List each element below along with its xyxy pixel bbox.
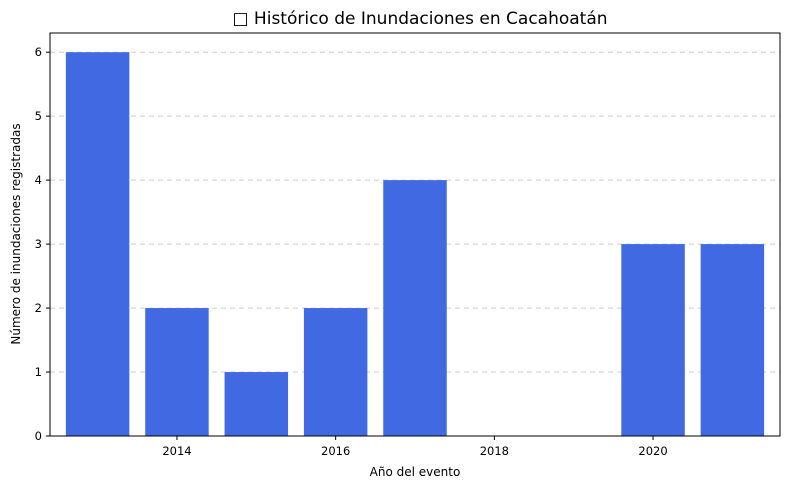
bar-2013 bbox=[65, 52, 130, 436]
bar-2017 bbox=[383, 180, 447, 436]
chart-title: □ Histórico de Inundaciones en Cacahoatá… bbox=[232, 9, 607, 29]
bar-2015 bbox=[224, 372, 289, 436]
y-tick-label: 2 bbox=[35, 301, 42, 315]
axis-ticks: 0 1 2 3 4 5 6 2014 2016 2018 2020 bbox=[35, 45, 668, 458]
bar-2014 bbox=[145, 308, 209, 436]
y-tick-label: 3 bbox=[35, 237, 42, 251]
y-tick-label: 5 bbox=[35, 109, 42, 123]
bar-2020 bbox=[621, 244, 685, 436]
x-tick-label: 2016 bbox=[321, 444, 350, 458]
y-tick-label: 6 bbox=[35, 45, 42, 59]
bar-2016 bbox=[303, 308, 368, 436]
plot-frame bbox=[49, 32, 781, 437]
y-tick-label: 4 bbox=[35, 173, 42, 187]
bars bbox=[65, 52, 765, 436]
x-tick-label: 2020 bbox=[638, 444, 667, 458]
y-tick-label: 0 bbox=[35, 429, 42, 443]
bar-2021 bbox=[700, 244, 765, 436]
y-axis-label: Número de inundaciones registradas bbox=[9, 123, 23, 344]
y-tick-label: 1 bbox=[35, 365, 42, 379]
x-tick-label: 2018 bbox=[480, 444, 509, 458]
x-tick-label: 2014 bbox=[162, 444, 191, 458]
x-axis-label: Año del evento bbox=[370, 465, 461, 479]
